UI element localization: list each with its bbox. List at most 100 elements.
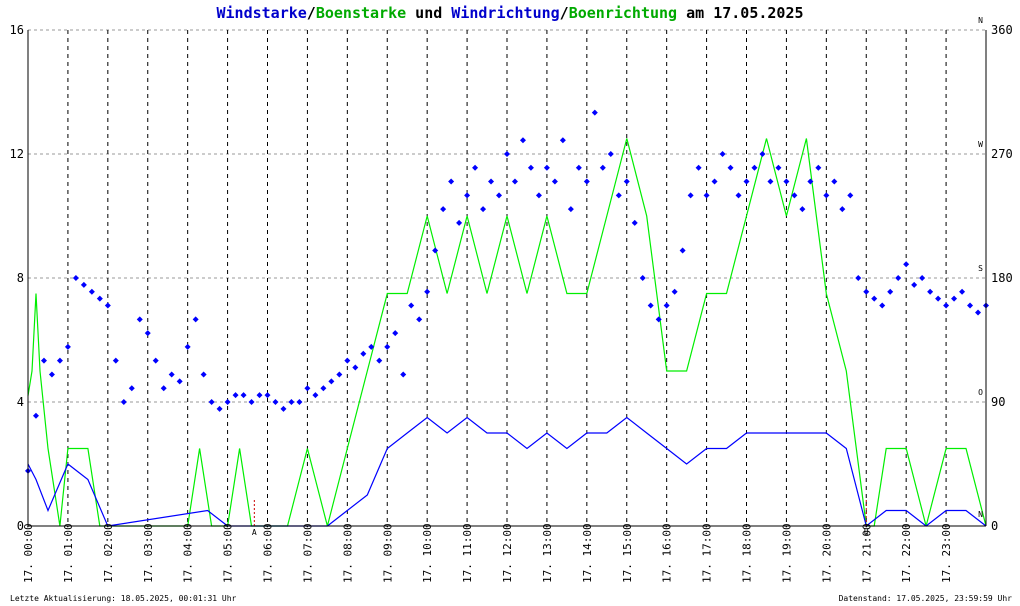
direction-point [288,399,295,405]
direction-point [671,288,678,295]
direction-point [967,302,974,309]
direction-point [440,206,447,213]
direction-point [791,192,798,199]
direction-point [264,392,271,399]
x-tick-label: 17. 03:00 [142,523,155,583]
direction-point [711,178,718,185]
direction-point [823,192,830,199]
direction-point [527,164,534,171]
direction-point [64,343,71,350]
direction-point [56,357,63,364]
direction-point [96,295,103,302]
direction-point [943,302,950,309]
title-part-4: Windrichtung [451,4,559,22]
direction-point [280,405,287,412]
direction-point [176,378,183,385]
direction-point [304,385,311,392]
direction-point [296,399,303,405]
y-right-tick-label: 270 [991,147,1013,161]
title-part-5: / [560,4,569,22]
direction-point [360,350,367,357]
direction-point [248,399,255,405]
direction-point [847,192,854,199]
direction-point [511,178,518,185]
direction-point [80,281,87,288]
direction-point [599,164,606,171]
direction-point [368,343,375,350]
direction-point [48,371,55,378]
direction-point [136,316,143,323]
event-marker-label: A [252,528,257,537]
direction-point [128,385,135,392]
direction-point [168,371,175,378]
direction-point [416,316,423,323]
direction-point [392,330,399,337]
direction-point [975,309,982,316]
chart-title: Windstarke/Boenstarke und Windrichtung/B… [216,4,803,22]
direction-point [184,343,191,350]
direction-point [679,247,686,254]
x-tick-label: 17. 05:00 [222,523,235,583]
y-right-tick-label: 0 [991,519,998,533]
direction-point [911,281,918,288]
direction-point [767,178,774,185]
direction-point [887,288,894,295]
direction-point [727,164,734,171]
direction-point [695,164,702,171]
direction-point [320,385,327,392]
direction-point [895,275,902,281]
direction-point [663,302,670,309]
y-right-tick-label: 360 [991,23,1013,37]
direction-point [759,151,766,157]
direction-point [432,247,439,254]
direction-point [879,302,886,309]
direction-point [328,378,335,385]
event-marker-label: U [864,528,869,537]
y-left-tick-label: 12 [10,147,24,161]
x-tick-label: 17. 11:00 [461,523,474,583]
title-part-0: Windstarke [216,4,306,22]
direction-point [831,178,838,185]
direction-letter: S [978,264,983,273]
title-part-3: und [406,4,451,22]
x-tick-label: 17. 00:00 [22,523,35,583]
y-right-tick-label: 180 [991,271,1013,285]
direction-point [583,178,590,185]
direction-point [160,385,167,392]
direction-point [559,137,566,144]
direction-letter: W [978,140,983,149]
direction-point [344,357,351,364]
direction-point [687,192,694,199]
direction-point [815,164,822,171]
direction-point [224,399,231,405]
direction-point [839,206,846,213]
direction-point [871,295,878,302]
direction-point [208,399,215,405]
direction-point [216,405,223,412]
direction-point [120,399,127,405]
y-right-tick-label: 90 [991,395,1005,409]
direction-point [519,137,526,144]
direction-point [647,302,654,309]
direction-point [919,275,926,281]
direction-point [735,192,742,199]
direction-point [615,192,622,199]
direction-point [743,178,750,185]
direction-point [256,392,263,399]
direction-point [456,219,463,226]
x-tick-label: 17. 04:00 [182,523,195,583]
wind-direction-series [25,109,989,474]
x-tick-label: 17. 14:00 [581,523,594,583]
direction-point [751,164,758,171]
y-left-tick-label: 4 [17,395,24,409]
direction-point [424,288,431,295]
x-tick-label: 17. 21:00 [860,523,873,583]
direction-point [192,316,199,323]
y-left-tick-label: 16 [10,23,24,37]
direction-point [623,178,630,185]
direction-point [88,288,95,295]
direction-point [464,192,471,199]
